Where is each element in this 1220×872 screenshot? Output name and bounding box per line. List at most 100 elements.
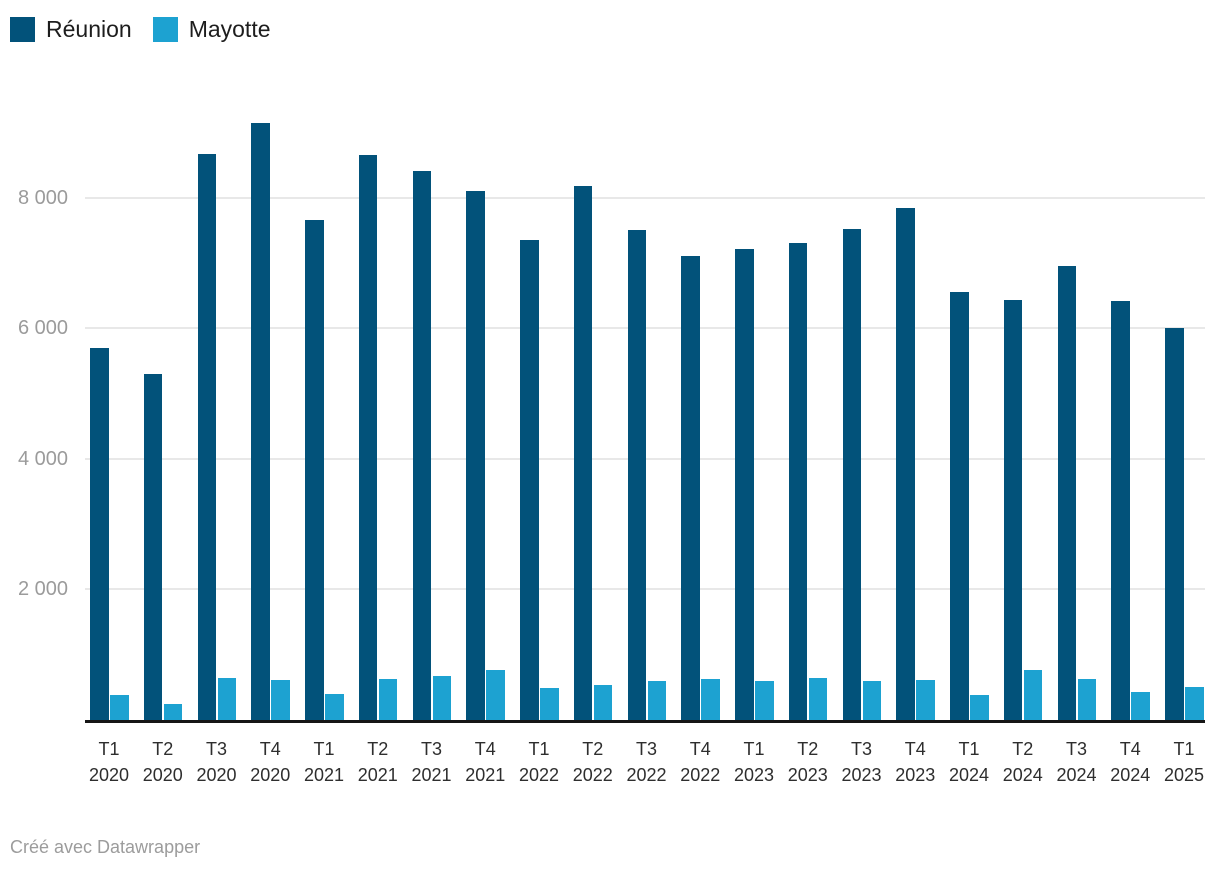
x-axis-label-quarter: T4 — [1119, 739, 1141, 759]
y-axis-tick-label: 4 000 — [17, 447, 68, 470]
x-axis-label-year: 2023 — [733, 765, 775, 785]
bar-mayotte-t1-2024[interactable] — [970, 695, 989, 720]
x-axis-label: T2 2021 — [348, 736, 408, 788]
bar-mayotte-t3-2020[interactable] — [217, 677, 236, 720]
x-axis-label-year: 2022 — [626, 765, 667, 785]
bar-reunion-t1-2022[interactable] — [520, 240, 539, 720]
bar-reunion-t1-2025[interactable] — [1165, 327, 1184, 720]
x-axis-label: T4 2023 — [885, 736, 945, 788]
x-axis-label: T1 2021 — [294, 736, 354, 788]
bar-mayotte-t4-2024[interactable] — [1131, 691, 1150, 720]
bar-mayotte-t2-2024[interactable] — [1023, 669, 1043, 720]
x-axis-label-quarter: T3 — [850, 739, 872, 759]
bar-mayotte-t3-2024[interactable] — [1077, 678, 1096, 720]
x-axis-label: T4 2024 — [1100, 736, 1160, 788]
bar-mayotte-t1-2021[interactable] — [325, 693, 344, 720]
bar-reunion-t3-2020[interactable] — [197, 153, 216, 720]
gridline-8000 — [85, 196, 1205, 199]
x-axis-label-quarter: T1 — [313, 739, 335, 759]
x-axis-label-quarter: T4 — [259, 739, 281, 759]
x-axis-label: T3 2024 — [1047, 736, 1107, 788]
datawrapper-credit[interactable]: Créé avec Datawrapper — [10, 837, 201, 857]
bar-reunion-t1-2023[interactable] — [735, 248, 754, 720]
bar-mayotte-t4-2022[interactable] — [701, 678, 720, 720]
bar-reunion-t1-2024[interactable] — [950, 292, 969, 720]
bar-reunion-t4-2023[interactable] — [896, 208, 915, 720]
x-axis-label: T1 2022 — [509, 736, 569, 788]
bar-reunion-t4-2024[interactable] — [1111, 301, 1130, 720]
bar-reunion-t2-2021[interactable] — [358, 155, 378, 720]
x-axis-label: T4 2021 — [455, 736, 515, 788]
bar-reunion-t2-2024[interactable] — [1003, 300, 1023, 720]
x-axis-label-year: 2024 — [1110, 765, 1151, 785]
bar-reunion-t3-2023[interactable] — [842, 228, 861, 720]
x-axis-label-quarter: T4 — [474, 739, 496, 759]
bar-reunion-t4-2020[interactable] — [251, 122, 270, 720]
x-axis-label-year: 2020 — [250, 765, 291, 785]
x-axis-label-quarter: T3 — [1065, 739, 1087, 759]
bar-reunion-t1-2020[interactable] — [90, 347, 109, 720]
x-axis-label: T2 2024 — [993, 736, 1053, 788]
x-axis-label-year: 2023 — [787, 765, 828, 785]
legend-swatch-reunion-icon — [10, 17, 35, 42]
x-axis-label: T4 2022 — [670, 736, 730, 788]
x-axis-label-year: 2020 — [88, 765, 130, 785]
x-axis-label: T3 2023 — [832, 736, 892, 788]
x-axis-label-quarter: T2 — [367, 739, 389, 759]
x-axis-label-year: 2021 — [303, 765, 345, 785]
x-axis-label: T1 2023 — [724, 736, 784, 788]
y-axis-tick-label: 8 000 — [17, 186, 68, 209]
bar-mayotte-t2-2020[interactable] — [163, 703, 183, 720]
x-axis-label: T1 2025 — [1154, 736, 1214, 788]
bar-reunion-t2-2020[interactable] — [143, 373, 163, 720]
x-axis-label-quarter: T4 — [689, 739, 711, 759]
x-axis-label-quarter: T2 — [1012, 739, 1034, 759]
bar-mayotte-t4-2023[interactable] — [916, 680, 935, 720]
bar-reunion-t2-2023[interactable] — [788, 243, 808, 720]
x-axis-label-year: 2022 — [572, 765, 613, 785]
x-axis-label-quarter: T1 — [743, 739, 765, 759]
bar-reunion-t4-2022[interactable] — [681, 256, 700, 720]
bar-mayotte-t2-2021[interactable] — [378, 678, 398, 720]
bar-mayotte-t1-2023[interactable] — [755, 680, 774, 720]
x-axis-label-quarter: T2 — [797, 739, 819, 759]
bar-mayotte-t3-2022[interactable] — [647, 680, 666, 720]
x-axis-label: T2 2023 — [778, 736, 838, 788]
x-axis-label-quarter: T3 — [205, 739, 227, 759]
bar-reunion-t4-2021[interactable] — [466, 191, 485, 720]
bar-mayotte-t1-2025[interactable] — [1185, 686, 1204, 720]
x-axis-label-year: 2023 — [895, 765, 936, 785]
legend-item-mayotte: Mayotte — [152, 17, 271, 42]
bar-mayotte-t4-2021[interactable] — [486, 670, 505, 720]
x-axis-label-year: 2024 — [1056, 765, 1097, 785]
legend-label-reunion: Réunion — [46, 16, 132, 42]
x-axis-label: T2 2022 — [563, 736, 623, 788]
bar-reunion-t2-2022[interactable] — [573, 186, 593, 720]
x-axis-label: T4 2020 — [240, 736, 300, 788]
x-axis-label-year: 2025 — [1163, 765, 1205, 785]
x-axis-label-quarter: T1 — [1173, 739, 1195, 759]
bar-reunion-t3-2021[interactable] — [412, 171, 431, 720]
bar-mayotte-t1-2020[interactable] — [110, 695, 129, 720]
bar-reunion-t3-2022[interactable] — [627, 230, 646, 720]
bar-mayotte-t3-2023[interactable] — [862, 680, 881, 720]
x-axis-label: T3 2020 — [187, 736, 247, 788]
x-axis-label-year: 2024 — [1002, 765, 1043, 785]
x-axis-label-year: 2022 — [518, 765, 560, 785]
y-axis-tick-label: 6 000 — [17, 317, 68, 340]
x-axis-label-quarter: T1 — [958, 739, 980, 759]
x-axis-line — [85, 720, 1205, 723]
x-axis-label-year: 2020 — [196, 765, 237, 785]
bar-mayotte-t2-2023[interactable] — [808, 677, 828, 720]
bar-reunion-t1-2021[interactable] — [305, 220, 324, 720]
x-axis-label-year: 2024 — [948, 765, 990, 785]
bar-mayotte-t1-2022[interactable] — [540, 688, 559, 720]
bar-reunion-t3-2024[interactable] — [1057, 266, 1076, 720]
bar-mayotte-t2-2022[interactable] — [593, 685, 613, 720]
bar-mayotte-t3-2021[interactable] — [432, 675, 451, 720]
legend-swatch-mayotte-icon — [152, 17, 178, 42]
bar-mayotte-t4-2020[interactable] — [271, 679, 290, 720]
x-axis-label: T2 2020 — [133, 736, 193, 788]
